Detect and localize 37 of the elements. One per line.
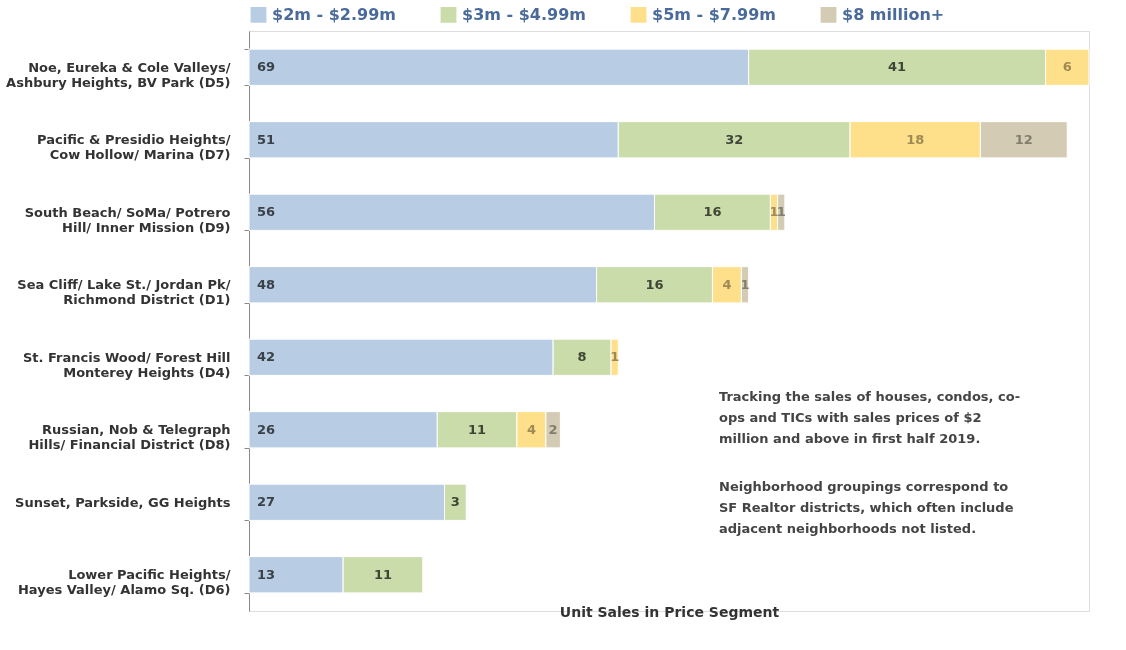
data-label: 27 bbox=[257, 494, 276, 510]
y-tick-label: St. Francis Wood/ Forest Hill Monterey Heights (D4) bbox=[22, 349, 231, 380]
data-label: 6 bbox=[1062, 59, 1072, 75]
data-label: 69 bbox=[257, 59, 276, 75]
data-label: 16 bbox=[703, 204, 722, 220]
data-label: 18 bbox=[906, 131, 925, 147]
y-tick-label: Noe, Eureka & Cole Valleys/ Ashbury Heights, BV Park (D5) bbox=[6, 59, 231, 90]
data-label: 42 bbox=[257, 349, 276, 365]
y-tick-label: Sunset, Parkside, GG Heights bbox=[15, 494, 231, 510]
data-label: 4 bbox=[722, 276, 732, 292]
legend-label: $5m - $7.99m bbox=[652, 4, 776, 24]
y-tick-label: Pacific & Presidio Heights/ Cow Hollow/ Marina (D7) bbox=[37, 132, 231, 163]
data-label: 48 bbox=[257, 276, 276, 292]
data-label: 4 bbox=[526, 421, 536, 437]
data-label: 56 bbox=[257, 204, 276, 220]
x-axis-title: Unit Sales in Price Segment bbox=[559, 603, 780, 620]
legend-label: $3m - $4.99m bbox=[462, 4, 586, 24]
data-label: 26 bbox=[257, 421, 276, 437]
data-label: 8 bbox=[577, 349, 587, 365]
data-label: 41 bbox=[888, 59, 907, 75]
y-tick-label: Lower Pacific Heights/ Hayes Valley/ Alamo Sq. (D6) bbox=[17, 567, 231, 598]
data-label: 3 bbox=[450, 494, 460, 510]
data-label: 13 bbox=[257, 566, 276, 582]
data-label: 32 bbox=[725, 131, 744, 147]
data-label: 11 bbox=[468, 421, 487, 437]
data-label: 2 bbox=[548, 421, 558, 437]
legend-label: $2m - $2.99m bbox=[272, 4, 396, 24]
annotation: Neighborhood groupings correspond to SF Realtor districts, which often include adjacent neighborhoods not listed. bbox=[719, 479, 1014, 536]
legend-label: $8 million+ bbox=[842, 4, 945, 24]
data-label: 16 bbox=[645, 276, 664, 292]
y-tick-label: Russian, Nob & Telegraph Hills/ Financial District (D8) bbox=[28, 422, 231, 453]
y-tick-label: Sea Cliff/ Lake St./ Jordan Pk/ Richmond District (D1) bbox=[17, 277, 231, 308]
annotation: Tracking the sales of houses, condos, co- ops and TICs with sales prices of $2 million and above in first half 2019. bbox=[719, 389, 1021, 446]
y-tick-label: South Beach/ SoMa/ Potrero Hill/ Inner Mission (D9) bbox=[24, 204, 231, 235]
data-label: 12 bbox=[1014, 131, 1033, 147]
data-label: 51 bbox=[257, 131, 276, 147]
data-label: 11 bbox=[373, 566, 393, 582]
